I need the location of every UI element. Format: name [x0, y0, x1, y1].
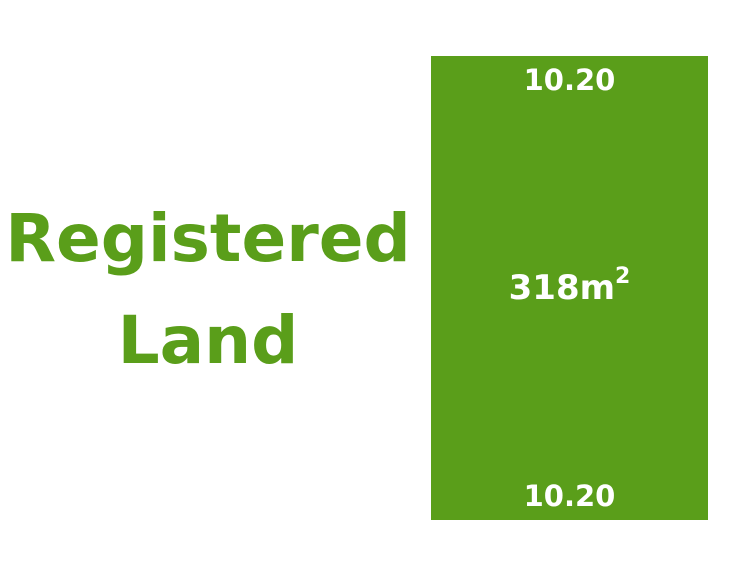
lot-plan: 10.20 318m2 10.20	[431, 56, 708, 520]
area-value: 318m	[508, 268, 616, 308]
frontage-top-dimension: 10.20	[523, 63, 616, 97]
frontage-bottom-dimension: 10.20	[523, 479, 616, 513]
lot-area: 318m2	[431, 264, 708, 308]
area-exponent: 2	[615, 264, 631, 289]
heading-line-2: Land	[117, 302, 299, 379]
heading-line-1: Registered	[5, 200, 411, 277]
